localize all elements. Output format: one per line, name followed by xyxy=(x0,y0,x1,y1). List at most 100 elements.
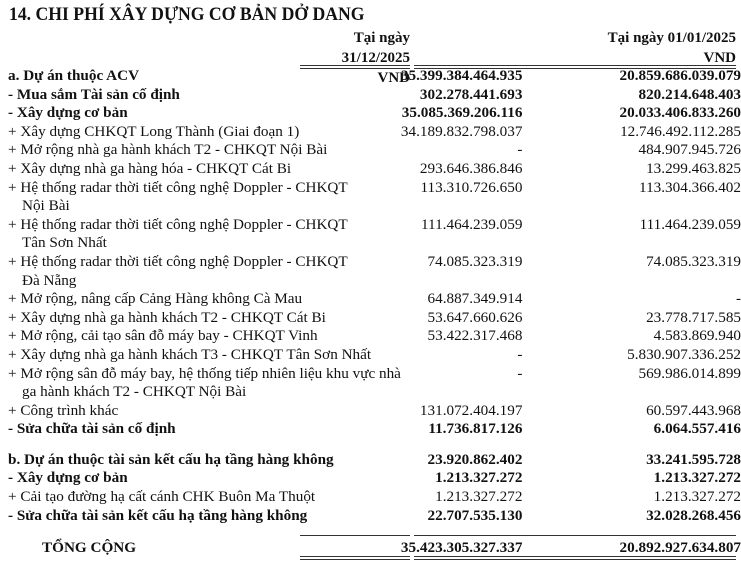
table-row: + Xây dựng nhà ga hàng hóa - CHKQT Cát B… xyxy=(8,160,741,179)
table-row: + Hệ thống radar thời tiết công nghệ Dop… xyxy=(8,253,741,272)
value-2025-01-01: 1.213.327.272 xyxy=(653,488,741,506)
value-2025-01-01: 6.064.557.416 xyxy=(653,420,741,438)
value-2025-12-31: 53.647.660.626 xyxy=(427,308,523,326)
value-2025-12-31: 111.464.239.059 xyxy=(421,215,523,233)
spacer xyxy=(8,439,741,451)
value-2025-01-01: 569.986.014.899 xyxy=(638,364,741,382)
total-label: TỔNG CỘNG xyxy=(42,539,137,557)
row-label: - Xây dựng cơ bản xyxy=(8,104,128,122)
value-2025-12-31: 11.736.817.126 xyxy=(428,420,523,438)
row-label-continuation: Tân Sơn Nhất xyxy=(22,234,107,252)
column-date: Tại ngày 01/01/2025 xyxy=(607,30,736,46)
column-header-2025-01-01: Tại ngày 01/01/2025 VND xyxy=(420,28,736,68)
table-row: - Mua sắm Tài sản cố định 302.278.441.693… xyxy=(8,86,741,105)
table-row: + Hệ thống radar thời tiết công nghệ Dop… xyxy=(8,179,741,198)
column-unit: VND xyxy=(377,70,411,86)
table-row-continuation: ga hành khách T2 - CHKQT Nội Bài xyxy=(8,383,741,402)
value-2025-12-31: 1.213.327.272 xyxy=(435,488,523,506)
value-2025-01-01: 20.033.406.833.260 xyxy=(619,104,741,122)
row-label: + Hệ thống radar thời tiết công nghệ Dop… xyxy=(8,252,348,270)
row-label: + Xây dựng CHKQT Long Thành (Giai đoạn 1… xyxy=(8,122,300,140)
value-2025-12-31: 74.085.323.319 xyxy=(427,252,523,270)
table-row-continuation: Nội Bài xyxy=(8,197,741,216)
value-2025-12-31: 302.278.441.693 xyxy=(419,85,523,103)
table-row: + Xây dựng nhà ga hành khách T2 - CHKQT … xyxy=(8,309,741,328)
total-top-rule xyxy=(414,535,736,537)
value-2025-12-31: - xyxy=(517,345,523,363)
table-row: + Mở rộng, nâng cấp Cảng Hàng không Cà M… xyxy=(8,290,741,309)
value-2025-01-01: 12.746.492.112.285 xyxy=(620,122,741,140)
value-2025-12-31: 293.646.386.846 xyxy=(419,159,523,177)
value-2025-12-31: 23.920.862.402 xyxy=(427,450,523,468)
section-title: 14. CHI PHÍ XÂY DỰNG CƠ BẢN DỞ DANG xyxy=(9,4,365,25)
row-label: + Công trình khác xyxy=(8,401,119,419)
table-row: - Sửa chữa tài sản cố định 11.736.817.126… xyxy=(8,420,741,439)
row-label: + Xây dựng nhà ga hành khách T3 - CHKQT … xyxy=(8,345,372,363)
value-2025-01-01: 111.464.239.059 xyxy=(639,215,741,233)
table-row: + Xây dựng CHKQT Long Thành (Giai đoạn 1… xyxy=(8,123,741,142)
row-label: + Cải tạo đường hạ cất cánh CHK Buôn Ma … xyxy=(8,488,316,506)
row-label: + Mở rộng, cải tạo sân đỗ máy bay - CHKQ… xyxy=(8,327,318,345)
column-header-2025-12-31: Tại ngày 31/12/2025 VND xyxy=(290,28,410,88)
value-2025-12-31: 22.707.535.130 xyxy=(427,506,523,524)
row-label: + Hệ thống radar thời tiết công nghệ Dop… xyxy=(8,215,348,233)
value-2025-12-31: 113.310.726.650 xyxy=(420,178,523,196)
row-label-continuation: Đà Nẵng xyxy=(22,271,77,289)
value-2025-01-01: 4.583.869.940 xyxy=(653,327,741,345)
value-2025-01-01: 1.213.327.272 xyxy=(653,469,741,487)
table-row-continuation: Đà Nẵng xyxy=(8,272,741,291)
table-row-continuation: Tân Sơn Nhất xyxy=(8,234,741,253)
row-label: - Xây dựng cơ bản xyxy=(8,469,128,487)
table-row: + Mở rộng nhà ga hành khách T2 - CHKQT N… xyxy=(8,141,741,160)
row-label: + Xây dựng nhà ga hàng hóa - CHKQT Cát B… xyxy=(8,159,292,177)
row-label: + Mở rộng, nâng cấp Cảng Hàng không Cà M… xyxy=(8,290,303,308)
value-2025-12-31: 53.422.317.468 xyxy=(427,327,523,345)
table-row: - Xây dựng cơ bản 35.085.369.206.116 20.03… xyxy=(8,104,741,123)
table-row: - Xây dựng cơ bản 1.213.327.272 1.213.327.… xyxy=(8,469,741,488)
value-2025-12-31: 64.887.349.914 xyxy=(427,290,523,308)
total-row: TỔNG CỘNG 35.423.305.327.337 20.892.927.63… xyxy=(8,537,741,558)
table-row: + Xây dựng nhà ga hành khách T3 - CHKQT … xyxy=(8,346,741,365)
row-label-continuation: ga hành khách T2 - CHKQT Nội Bài xyxy=(22,383,247,401)
row-label: + Xây dựng nhà ga hành khách T2 - CHKQT … xyxy=(8,308,326,326)
row-label-continuation: Nội Bài xyxy=(22,197,70,215)
value-2025-01-01: 13.299.463.825 xyxy=(646,159,741,177)
value-2025-12-31: 34.189.832.798.037 xyxy=(400,122,523,140)
table-row: - Sửa chữa tài sản kết cấu hạ tầng hàng … xyxy=(8,507,741,526)
total-top-rule xyxy=(300,535,410,537)
value-2025-12-31: 131.072.404.197 xyxy=(419,401,523,419)
value-2025-12-31: 35.399.384.464.935 xyxy=(400,67,523,84)
value-2025-01-01: 60.597.443.968 xyxy=(646,401,741,419)
row-label: b. Dự án thuộc tài sản kết cấu hạ tầng h… xyxy=(8,450,334,468)
value-2025-01-01: 33.241.595.728 xyxy=(646,450,741,468)
column-date: Tại ngày 31/12/2025 xyxy=(341,30,410,66)
table-row: + Cải tạo đường hạ cất cánh CHK Buôn Ma … xyxy=(8,488,741,507)
value-2025-01-01: 820.214.648.403 xyxy=(638,85,741,103)
total-bottom-double-rule xyxy=(300,556,410,561)
column-unit: VND xyxy=(703,50,737,66)
value-2025-01-01: 20.859.686.039.079 xyxy=(619,67,741,84)
header-rule-1 xyxy=(300,65,410,69)
total-2025-01-01: 20.892.927.634.807 xyxy=(619,539,741,557)
total-2025-12-31: 35.423.305.327.337 xyxy=(400,539,523,557)
value-2025-01-01: 113.304.366.402 xyxy=(639,178,741,196)
table-row: b. Dự án thuộc tài sản kết cấu hạ tầng h… xyxy=(8,451,741,470)
row-label: + Mở rộng nhà ga hành khách T2 - CHKQT N… xyxy=(8,141,328,159)
value-2025-01-01: 5.830.907.336.252 xyxy=(627,345,741,363)
table-row: + Mở rộng, cải tạo sân đỗ máy bay - CHKQ… xyxy=(8,327,741,346)
value-2025-01-01: - xyxy=(735,290,741,308)
value-2025-12-31: - xyxy=(517,364,523,382)
construction-in-progress-table: a. Dự án thuộc ACV 35.399.384.464.935 20.8… xyxy=(8,67,741,558)
table-row: + Mở rộng sân đỗ máy bay, hệ thống tiếp … xyxy=(8,365,741,384)
total-bottom-double-rule xyxy=(414,556,736,561)
header-rule-2 xyxy=(414,65,736,69)
value-2025-01-01: 484.907.945.726 xyxy=(638,141,741,159)
value-2025-01-01: 74.085.323.319 xyxy=(646,252,741,270)
value-2025-01-01: 23.778.717.585 xyxy=(646,308,741,326)
row-label: - Mua sắm Tài sản cố định xyxy=(8,85,180,103)
row-label: + Hệ thống radar thời tiết công nghệ Dop… xyxy=(8,178,348,196)
row-label: - Sửa chữa tài sản cố định xyxy=(8,420,176,438)
table-row: + Công trình khác 131.072.404.197 60.597.4… xyxy=(8,402,741,421)
row-label: a. Dự án thuộc ACV xyxy=(8,67,140,84)
value-2025-12-31: 35.085.369.206.116 xyxy=(401,104,523,122)
